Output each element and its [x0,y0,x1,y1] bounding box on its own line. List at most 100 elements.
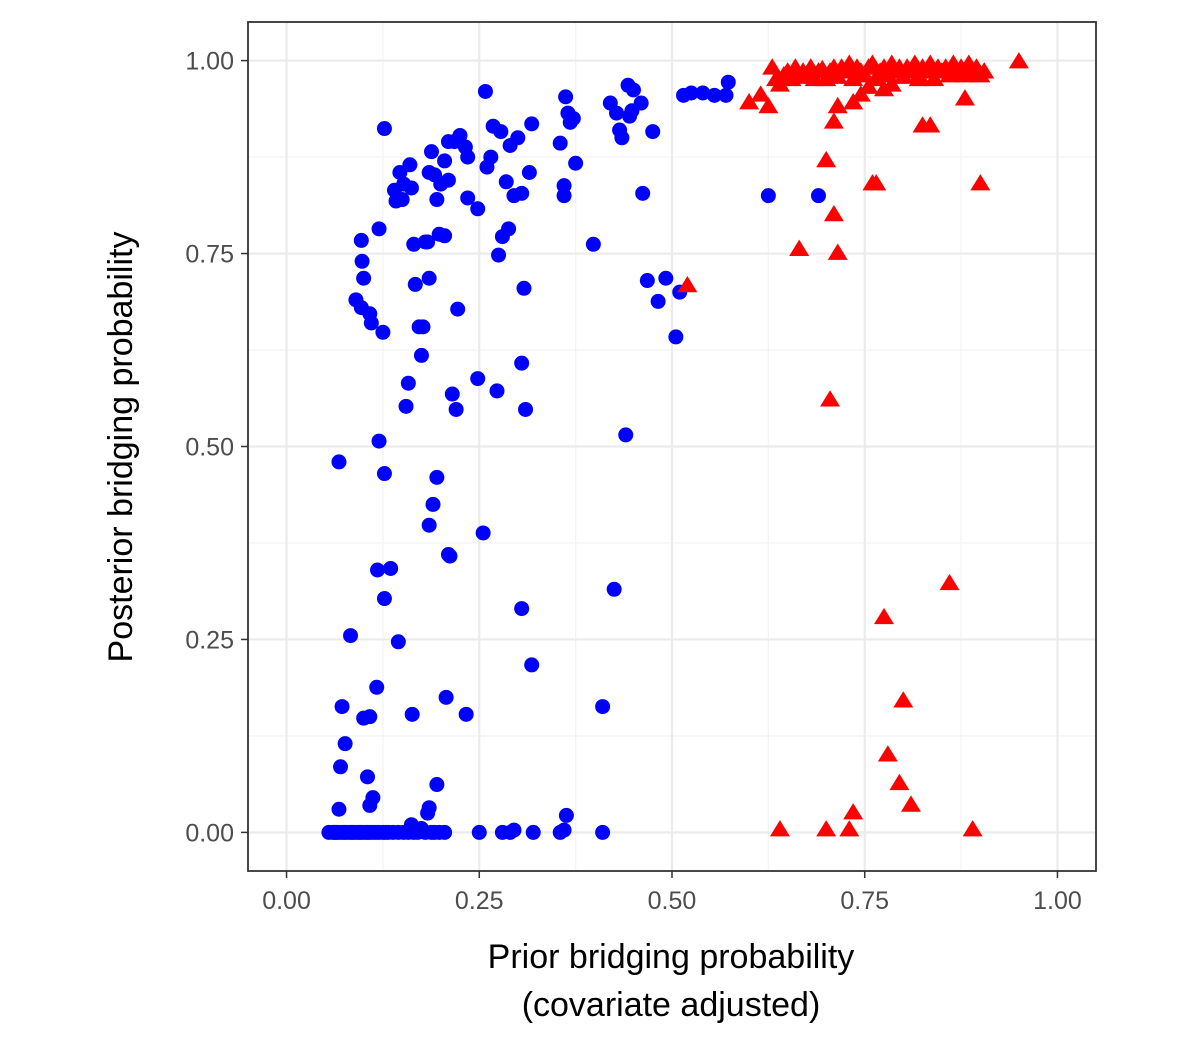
blue-circle-point [501,221,517,237]
blue-circle-point [354,253,370,269]
red-triangle-point [974,62,995,79]
blue-circle-point [477,83,493,99]
blue-circle-point [425,496,441,512]
red-triangle-point [677,275,698,293]
blue-circle-point [514,601,530,617]
blue-circle-point [556,178,572,194]
red-triangle-point [866,174,887,191]
blue-circle-point [362,709,378,725]
blue-circle-point [460,149,476,165]
blue-circle-point [438,689,454,705]
blue-circle-point [565,110,581,126]
x-tick-label: 0.00 [262,887,311,915]
blue-circle-point [450,301,466,317]
blue-circle-point [668,329,684,345]
blue-circle-point [333,759,349,775]
x-tick-label: 0.25 [455,887,504,915]
blue-circle-point [518,401,534,417]
y-tick-label: 0.50 [185,434,234,462]
blue-circle-point [516,280,532,296]
blue-circle-point [398,398,414,414]
blue-circle-point [683,85,699,101]
blue-circle-point [452,127,468,143]
blue-circle-point [658,270,674,286]
red-triangle-point [816,820,837,837]
blue-circle-point [429,777,445,793]
blue-circle-point [362,797,378,813]
y-axis-ticks: 0.00 0.25 0.50 0.75 1.00 [185,48,248,847]
red-triangle-point [874,607,894,625]
y-tick-label: 1.00 [185,48,234,76]
blue-circle-point [353,232,369,248]
blue-circle-point [440,547,456,563]
blue-circle-point [524,116,540,132]
blue-circle-point [498,174,514,190]
red-triangle-point [962,820,983,837]
blue-circle-point [595,824,611,840]
blue-circle-point [406,236,422,252]
blue-circle-point [556,822,572,838]
blue-circle-point [423,144,439,160]
blue-circle-point [558,807,574,823]
blue-circle-point [558,89,574,105]
blue-circle-point [639,273,655,289]
blue-circle-point [437,228,453,244]
red-triangle-point [758,96,779,114]
blue-circle-point [421,517,437,533]
blue-circle-point [510,130,526,146]
blue-circle-point [506,822,522,838]
blue-circle-point [618,427,634,443]
x-tick-label: 0.75 [840,887,889,915]
red-triangle-point [858,77,879,94]
blue-circle-point [625,82,641,98]
blue-circle-point [371,433,387,449]
red-triangle-point [893,691,914,708]
red-triangle-point [900,795,921,812]
blue-circle-point [695,85,711,101]
blue-circle-point [421,270,437,286]
blue-circle-point [383,560,399,576]
red-triangle-point [877,745,898,762]
x-axis-ticks: 0.00 0.25 0.50 0.75 1.00 [262,871,1082,915]
blue-circle-point [460,190,476,206]
red-triangle-point [823,204,844,222]
blue-circle-point [376,591,392,607]
red-triangle-point [970,174,991,191]
blue-circle-point [650,293,666,309]
blue-circle-point [413,347,429,363]
blue-circle-point [585,236,601,252]
red-triangle-point [823,112,844,129]
red-triangle-point [750,85,771,102]
blue-circle-point [606,581,622,597]
red-triangle-point [881,75,902,92]
blue-circle-point [810,188,826,204]
blue-circle-point [337,736,353,752]
red-triangle-point [920,116,941,133]
blue-circle-point [415,319,431,335]
blue-circle-point [470,201,486,217]
y-tick-label: 0.25 [185,626,234,654]
blue-circle-point [420,234,436,250]
data-points [321,52,1029,840]
blue-circle-point [706,87,722,103]
blue-circle-point [489,383,505,399]
red-triangle-point [762,58,783,75]
blue-circle-point [404,706,420,722]
blue-circle-point [471,824,487,840]
blue-circle-point [760,188,776,204]
blue-circle-point [343,628,359,644]
x-tick-label: 1.00 [1033,887,1082,915]
blue-circle-point [429,192,445,208]
blue-circle-point [376,466,392,482]
blue-circle-point [369,679,385,695]
blue-circle-point [633,95,649,111]
blue-circle-point [356,270,372,286]
red-triangle-point [843,803,864,820]
blue-circle-point [635,185,651,201]
blue-circle-point [429,469,445,485]
blue-circle-point [437,824,453,840]
blue-circle-point [363,315,379,331]
blue-circle-point [521,165,537,181]
blue-circle-point [458,706,474,722]
